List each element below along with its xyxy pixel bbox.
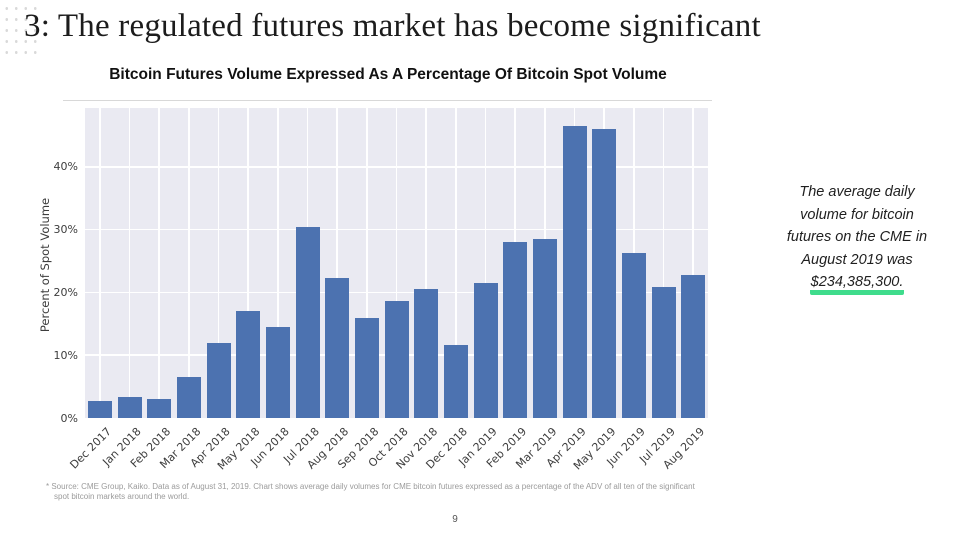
page-number: 9 [452, 514, 458, 525]
gridline-vertical [99, 108, 101, 418]
annotation-line: The average daily [799, 184, 915, 200]
annotation-line: August 2019 was [801, 251, 913, 268]
y-tick-label: 10% [53, 348, 78, 362]
gridline-vertical [484, 108, 487, 418]
bar-mar-2018 [176, 377, 201, 418]
annotation-highlight-line: $234,385,300. [762, 271, 952, 295]
bar-jan-2019 [473, 283, 498, 418]
source-footnote: * Source: CME Group, Kaiko. Data as of A… [46, 482, 695, 501]
bar-sep-2018 [354, 317, 379, 418]
bar-may-2019 [592, 129, 617, 418]
y-tick-label: 30% [53, 223, 78, 237]
highlighted-value: $234,385,300. [809, 274, 905, 295]
bar-dec-2018 [443, 345, 468, 418]
bar-mar-2019 [532, 238, 557, 418]
gridline-vertical [158, 108, 160, 418]
gridline-vertical [692, 108, 694, 418]
chart-top-divider [63, 100, 712, 101]
gridline-vertical [395, 108, 398, 418]
slide-title: 3: The regulated futures market has beco… [24, 8, 761, 44]
gridline-vertical [455, 108, 457, 418]
bar-jul-2019 [651, 287, 676, 418]
gridline-vertical [336, 108, 338, 418]
bar-apr-2018 [206, 342, 231, 418]
gridline-vertical [366, 108, 368, 418]
y-tick-label: 20% [53, 285, 78, 299]
bar-jun-2019 [621, 252, 646, 418]
bar-jan-2018 [117, 396, 142, 418]
bar-jul-2018 [295, 227, 320, 418]
bar-jun-2018 [265, 327, 290, 418]
bar-dec-2017 [87, 401, 112, 418]
plot-area [85, 108, 708, 418]
chart-title: Bitcoin Futures Volume Expressed As A Pe… [109, 66, 667, 83]
y-tick-label: 0% [60, 411, 78, 425]
bar-may-2018 [236, 311, 261, 418]
bar-apr-2019 [562, 126, 587, 418]
bar-nov-2018 [414, 288, 439, 418]
annotation-line: futures on the CME in [786, 229, 928, 245]
bar-aug-2019 [681, 274, 706, 418]
bar-feb-2019 [503, 241, 528, 418]
gridline-vertical [277, 108, 279, 418]
annotation-line: volume for bitcoin [800, 206, 914, 223]
gridline-vertical [128, 108, 131, 418]
annotation-callout: The average daily volume for bitcoin fut… [762, 181, 952, 295]
bar-aug-2018 [325, 278, 350, 418]
y-axis-label: Percent of Spot Volume [38, 197, 52, 333]
y-tick-label: 40% [53, 160, 78, 174]
gridline-vertical [425, 108, 427, 418]
gridline-vertical [247, 108, 249, 418]
gridline-vertical [662, 108, 665, 418]
gridline-vertical [217, 108, 220, 418]
corner-dots-decoration [0, 0, 37, 58]
gridline-vertical [188, 108, 190, 418]
bar-oct-2018 [384, 300, 409, 418]
bar-feb-2018 [147, 399, 172, 418]
